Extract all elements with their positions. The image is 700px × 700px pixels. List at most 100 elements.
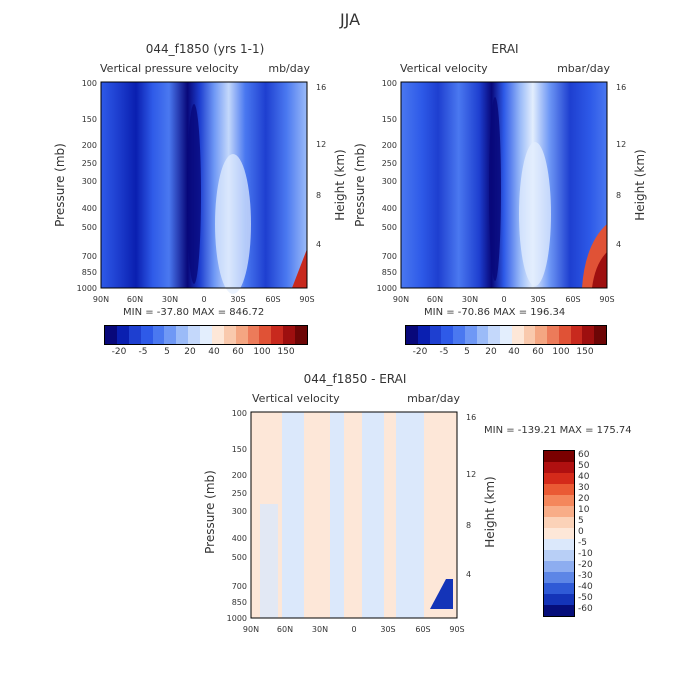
panel-3-colorbar-swatch <box>544 495 574 506</box>
panel-2-ytick: 300 <box>382 177 397 186</box>
panel-1-xtick: 60N <box>127 295 143 304</box>
panel-2-xtick: 30S <box>530 295 545 304</box>
panel-1-plot: 100 150 200 250 300 400 500 700 850 1000… <box>77 79 327 304</box>
panel-2-cb-label: 150 <box>576 347 594 357</box>
panel-1-xtick: 60S <box>265 295 280 304</box>
panel-3-ytick: 300 <box>232 507 247 516</box>
panel-3-y2tick: 16 <box>466 413 476 422</box>
panel-3-cb-label: -50 <box>578 593 593 603</box>
panel-1-xtick: 0 <box>201 295 206 304</box>
panel-3-ytick: 700 <box>232 582 247 591</box>
panel-3-title: 044_f1850 - ERAI <box>303 372 407 386</box>
panel-2-stats: MIN = -70.86 MAX = 196.34 <box>424 307 566 318</box>
panel-1-cb-label: -5 <box>138 347 148 357</box>
panel-2-subsidence-region <box>519 142 551 286</box>
panel-2-ytick: 700 <box>382 252 397 261</box>
panel-1-ylabel: Pressure (mb) <box>53 143 67 227</box>
panel-2-cb-label: 40 <box>508 347 520 357</box>
panel-2-frame <box>400 81 608 289</box>
panel-3-colorbar-swatch <box>544 539 574 550</box>
panel-3-cb-label: 60 <box>578 450 590 460</box>
panel-2-colorbar-swatch <box>453 326 465 344</box>
panel-3-y2-ticks: 16 12 8 4 <box>466 413 476 579</box>
panel-3-cb-label: 20 <box>578 494 590 504</box>
panel-1-colorbar-swatch <box>295 326 307 344</box>
panel-3-y2tick: 8 <box>466 521 471 530</box>
panel-2-itcz-region <box>489 97 501 281</box>
panel-2-xtick: 90N <box>393 295 409 304</box>
panel-3-ytick: 400 <box>232 534 247 543</box>
panel-1-cb-label: 150 <box>277 347 295 357</box>
panel-3-colorbar-swatch <box>544 528 574 539</box>
panel-3-xtick: 0 <box>351 625 356 634</box>
panel-3-colorbar-swatch <box>544 506 574 517</box>
panel-2-ytick: 400 <box>382 204 397 213</box>
panel-2-y-ticks: 100 150 200 250 300 400 500 700 850 1000 <box>377 79 397 293</box>
panel-1-colorbar-swatch <box>211 326 224 344</box>
panel-1-xtick: 90S <box>299 295 314 304</box>
panel-1-ytick: 1000 <box>77 284 97 293</box>
panel-3-ytick: 150 <box>232 445 247 454</box>
panel-3-ytick: 850 <box>232 598 247 607</box>
panel-2-colorbar-swatch <box>535 326 548 344</box>
panel-1-x-ticks: 90N 60N 30N 0 30S 60S 90S <box>93 295 315 304</box>
panel-1-y2-ticks: 16 12 8 4 <box>316 83 326 249</box>
panel-3-ytick: 250 <box>232 489 247 498</box>
panel-3-band <box>282 412 304 618</box>
panel-1-y2label: Height (km) <box>333 149 347 221</box>
panel-2-xtick: 30N <box>462 295 478 304</box>
panel-2-xtick: 60N <box>427 295 443 304</box>
panel-1-ytick: 100 <box>82 79 97 88</box>
panel-3-polar-min <box>430 579 453 609</box>
panel-3-frame <box>250 411 458 619</box>
panel-2-y2tick: 16 <box>616 83 626 92</box>
panel-3-y2tick: 12 <box>466 470 476 479</box>
panel-1-itcz-region <box>187 104 201 284</box>
panel-2-colorbar-swatch <box>523 326 536 344</box>
panel-3-colorbar-swatch <box>544 605 574 616</box>
panel-1-ytick: 850 <box>82 268 97 277</box>
panel-3-cb-label: -30 <box>578 571 593 581</box>
panel-3-y-ticks: 100 150 200 250 300 400 500 700 850 1000 <box>227 409 247 623</box>
panel-3-xtick: 30N <box>312 625 328 634</box>
panel-2-cb-label: 100 <box>552 347 570 357</box>
panel-2-y2tick: 8 <box>616 191 621 200</box>
panel-1-colorbar-swatch <box>235 326 248 344</box>
panel-3-units-label: mbar/day <box>407 392 460 405</box>
panel-1-colorbar-swatch <box>247 326 260 344</box>
panel-1-field <box>101 82 307 288</box>
panel-1-colorbar-swatch <box>128 326 141 344</box>
panel-1-colorbar-swatch <box>105 326 117 344</box>
panel-2-colorbar-swatch <box>441 326 454 344</box>
panel-2-title: ERAI <box>491 42 519 56</box>
panel-1-colorbar-swatch <box>200 326 212 344</box>
panel-1-colorbar-swatch <box>152 326 165 344</box>
panel-1-polar-max <box>292 249 307 288</box>
panel-1-colorbar-swatch <box>271 326 284 344</box>
panel-3-xtick: 30S <box>380 625 395 634</box>
panel-1-colorbar-swatch <box>283 326 295 344</box>
panel-1-colorbar-swatch <box>164 326 177 344</box>
panel-3-xtick: 60S <box>415 625 430 634</box>
panel-3-cb-label: 50 <box>578 461 590 471</box>
panel-2-y2tick: 12 <box>616 140 626 149</box>
panel-1-y2tick: 8 <box>316 191 321 200</box>
panel-3-colorbar-swatch <box>544 484 574 495</box>
panel-3-cb-label: 30 <box>578 483 590 493</box>
panel-3-cb-label: 0 <box>578 527 584 537</box>
panel-3-band <box>330 412 344 618</box>
panel-2-cb-label: 20 <box>485 347 497 357</box>
panel-3-colorbar-swatch <box>544 572 574 583</box>
panel-3-plot: 100 150 200 250 300 400 500 700 850 1000… <box>227 409 477 634</box>
panel-3-ytick: 1000 <box>227 614 247 623</box>
panel-2-y2-ticks: 16 12 8 4 <box>616 83 626 249</box>
panel-2-polar-core <box>592 252 607 288</box>
panel-2-colorbar-labels: -20 -5 5 20 40 60 100 150 <box>405 347 605 359</box>
panel-2-cb-label: -5 <box>439 347 449 357</box>
panel-2-colorbar-swatch <box>406 326 418 344</box>
panel-1-colorbar-swatch <box>176 326 189 344</box>
panel-3-xtick: 60N <box>277 625 293 634</box>
panel-2-ytick: 150 <box>382 115 397 124</box>
panel-1-y2tick: 12 <box>316 140 326 149</box>
panel-1-cb-label: 40 <box>208 347 220 357</box>
